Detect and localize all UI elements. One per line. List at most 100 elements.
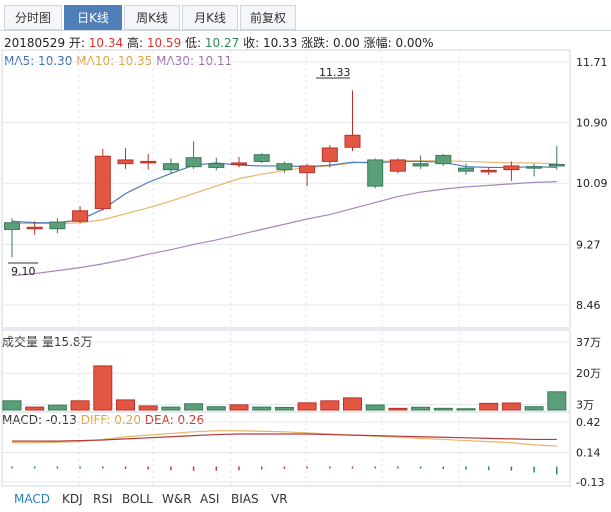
macd-lines: [12, 430, 557, 447]
macd-axis: 0.42 0.14 -0.13: [2, 416, 604, 489]
candlesticks: [4, 90, 565, 258]
volume-bar: [252, 406, 272, 411]
volume-bar: [116, 399, 135, 411]
tab-weekly-k[interactable]: 周K线: [124, 5, 180, 30]
tab-daily-k[interactable]: 日K线: [64, 5, 122, 30]
volume-tick-label: 20万: [576, 367, 601, 380]
candle-body: [503, 165, 520, 171]
price-tick-label: 10.90: [576, 117, 608, 130]
candle-body: [208, 163, 225, 168]
open-value: 10.34: [88, 36, 124, 50]
pct-value: 0.00%: [395, 36, 434, 50]
volume-bar: [456, 408, 476, 411]
tab-intraday[interactable]: 分时图: [4, 5, 62, 30]
volume-bar: [2, 400, 22, 411]
low-label: 低:: [185, 36, 202, 50]
close-value: 10.33: [262, 36, 298, 50]
price-tick-label: 10.09: [576, 177, 608, 190]
dea-value: DEA: 0.26: [144, 413, 205, 427]
indicator-tab-kdj[interactable]: KDJ: [62, 492, 83, 506]
vertical-grid: [78, 50, 460, 486]
candle-body: [94, 155, 111, 210]
indicator-tab-rsi[interactable]: RSI: [93, 492, 113, 506]
ma10-legend: MA10: 10.35: [76, 54, 153, 68]
price-axis: 11.71 10.90 10.09 9.27 8.46: [576, 56, 608, 312]
price-pane-frame: [1, 49, 571, 329]
indicator-tab-boll[interactable]: BOLL: [122, 492, 153, 506]
high-annotation: 11.33: [319, 66, 351, 79]
close-label: 收:: [243, 36, 260, 50]
ma-lines: [11, 160, 557, 277]
volume-bar: [411, 406, 431, 411]
volume-bar: [229, 404, 249, 411]
volume-bar: [47, 404, 67, 411]
indicator-tab-wr[interactable]: W&R: [162, 492, 192, 506]
candle-body: [344, 134, 361, 148]
candle-body: [548, 163, 565, 167]
candle-body: [231, 162, 247, 165]
price-tick-label: 11.71: [576, 56, 608, 69]
volume-bar: [388, 407, 408, 411]
price-tick-label: 8.46: [576, 299, 601, 312]
stock-chart[interactable]: 11.71 10.90 10.09 9.27 8.46 11.33 9.10 37万 20…: [0, 0, 611, 490]
macd-histogram: [11, 466, 558, 475]
low-value: 10.27: [204, 36, 240, 50]
volume-bar: [25, 406, 45, 411]
ohlc-date: 20180529: [4, 36, 66, 50]
volume-tick-label: 3万: [576, 398, 594, 411]
volume-bar: [297, 402, 317, 411]
diff-value: DIFF: 0.20: [80, 413, 141, 427]
volume-bars: [2, 365, 567, 411]
low-annotation: 9.10: [11, 265, 36, 278]
volume-bar: [184, 403, 204, 411]
candle-body: [276, 163, 293, 171]
candle-body: [435, 154, 452, 165]
ohlc-info-bar: 20180529 开: 10.34 高: 10.59 低: 10.27 收: 1…: [4, 34, 434, 51]
macd-tick-label: 0.42: [576, 416, 601, 429]
volume-tick-label: 37万: [576, 336, 601, 349]
volume-axis: 37万 20万 3万: [2, 336, 601, 411]
volume-bar: [343, 397, 362, 411]
macd-tick-label: -0.13: [576, 476, 604, 489]
macd-tick-label: 0.14: [576, 447, 601, 460]
macd-pane-frame: [1, 411, 571, 487]
candle-body: [140, 160, 157, 164]
macd-legend: MACD: -0.13 DIFF: 0.20 DEA: 0.26: [2, 413, 204, 427]
high-label: 高:: [126, 36, 144, 50]
volume-bar: [206, 406, 226, 411]
candle-body: [321, 147, 338, 162]
indicator-tab-bias[interactable]: BIAS: [231, 492, 259, 506]
volume-bar: [138, 405, 158, 411]
volume-bar: [70, 400, 90, 411]
volume-bar: [524, 406, 544, 411]
tab-divider: [0, 30, 611, 31]
indicator-tab-vr[interactable]: VR: [271, 492, 288, 506]
candle-body: [367, 159, 384, 187]
macd-value: MACD: -0.13: [2, 413, 77, 427]
indicator-tab-asi[interactable]: ASI: [200, 492, 220, 506]
volume-bar: [479, 402, 499, 411]
period-tabs: 分时图 日K线 周K线 月K线 前复权: [0, 0, 611, 32]
volume-bar: [547, 391, 567, 411]
high-value: 10.59: [146, 36, 182, 50]
candle-body: [253, 154, 270, 162]
volume-bar: [433, 407, 453, 411]
candle-body: [117, 159, 134, 165]
candle-body: [480, 169, 497, 173]
candle-body: [162, 163, 179, 171]
open-label: 开:: [68, 36, 85, 50]
tab-forward-adjusted[interactable]: 前复权: [240, 5, 296, 30]
candle-body: [185, 157, 202, 168]
candle-body: [26, 226, 43, 230]
candle-body: [389, 159, 406, 172]
volume-bar: [365, 404, 385, 411]
tab-monthly-k[interactable]: 月K线: [182, 5, 238, 30]
pct-label: 涨幅:: [363, 36, 392, 50]
candle-body: [4, 222, 20, 230]
candle-body: [72, 210, 89, 222]
candle-body: [299, 165, 316, 174]
indicator-tab-macd[interactable]: MACD: [14, 492, 50, 506]
volume-bar: [320, 400, 340, 411]
indicator-tabs: MACD KDJ RSI BOLL W&R ASI BIAS VR: [0, 488, 611, 508]
ma-legend: MA5: 10.30 MA10: 10.35 MA30: 10.11: [4, 54, 232, 68]
